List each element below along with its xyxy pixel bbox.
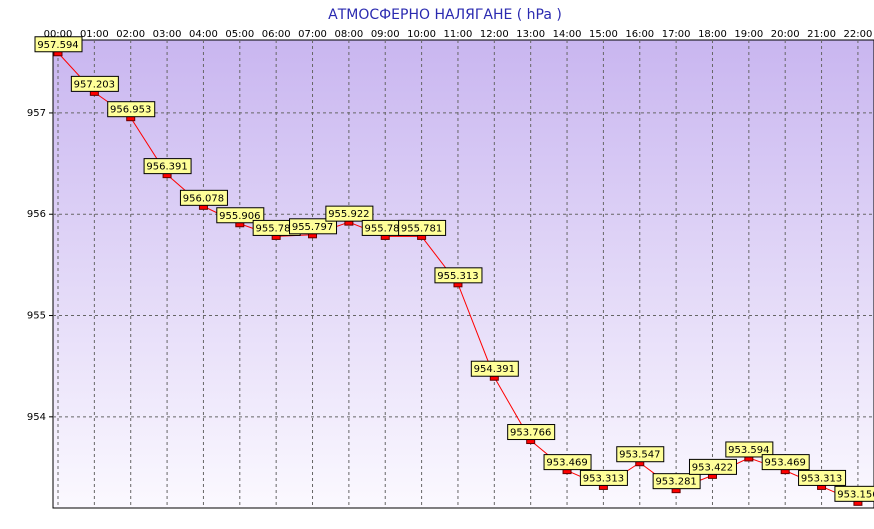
x-tick-label: 11:00 <box>444 29 473 40</box>
x-tick-label: 10:00 <box>407 29 436 40</box>
x-tick-label: 17:00 <box>662 29 691 40</box>
value-label: 955.906 <box>219 211 260 222</box>
value-label: 955.797 <box>292 222 333 233</box>
value-label: 953.422 <box>692 462 733 473</box>
x-tick-label: 08:00 <box>334 29 363 40</box>
x-tick-label: 22:00 <box>844 29 873 40</box>
value-label-box <box>470 360 519 377</box>
x-tick-label: 14:00 <box>553 29 582 40</box>
value-label: 955.781 <box>255 223 296 234</box>
value-label-box <box>761 454 810 471</box>
x-tick-label: 12:00 <box>480 29 509 40</box>
value-label-box <box>70 75 119 92</box>
y-tick-label: 955 <box>27 311 46 322</box>
value-label: 956.391 <box>146 162 187 173</box>
value-label: 957.594 <box>37 40 78 51</box>
value-label-box <box>834 485 874 502</box>
value-label: 957.203 <box>74 79 115 90</box>
y-tick-label: 954 <box>27 412 46 423</box>
value-label: 953.766 <box>510 428 551 439</box>
y-tick-label: 957 <box>27 108 46 119</box>
y-tick-label: 956 <box>27 209 46 220</box>
value-label-box <box>434 267 483 284</box>
x-tick-label: 13:00 <box>516 29 545 40</box>
value-label: 956.953 <box>110 105 151 116</box>
x-tick-label: 03:00 <box>153 29 182 40</box>
value-label-box <box>507 424 556 441</box>
value-label: 955.922 <box>328 209 369 220</box>
value-label: 953.469 <box>546 458 587 469</box>
x-tick-label: 20:00 <box>771 29 800 40</box>
x-tick-label: 06:00 <box>262 29 291 40</box>
x-tick-label: 01:00 <box>80 29 109 40</box>
value-label-box <box>725 441 774 458</box>
value-label-box <box>543 454 592 471</box>
x-tick-label: 16:00 <box>625 29 654 40</box>
x-tick-label: 18:00 <box>698 29 727 40</box>
value-label-box <box>289 218 338 235</box>
chart-title: АТМОСФЕРНО НАЛЯГАНЕ ( hPa ) <box>328 7 562 23</box>
value-label: 956.078 <box>183 193 224 204</box>
value-label: 955.313 <box>437 271 478 282</box>
value-label: 953.469 <box>765 458 806 469</box>
value-label: 953.547 <box>619 450 660 461</box>
value-label-box <box>688 458 737 475</box>
value-label: 953.313 <box>801 473 842 484</box>
value-label-box <box>616 446 665 463</box>
value-label: 953.281 <box>655 477 696 488</box>
x-tick-label: 04:00 <box>189 29 218 40</box>
value-label-box <box>143 158 192 175</box>
value-label-box <box>34 36 83 53</box>
x-tick-label: 05:00 <box>225 29 254 40</box>
value-label-box <box>652 473 701 490</box>
x-tick-label: 07:00 <box>298 29 327 40</box>
value-label-box <box>107 101 156 118</box>
x-tick-label: 15:00 <box>589 29 618 40</box>
x-tick-label: 02:00 <box>116 29 145 40</box>
value-label-box <box>398 219 447 236</box>
value-label: 953.313 <box>583 473 624 484</box>
x-tick-label: 09:00 <box>371 29 400 40</box>
x-tick-label: 21:00 <box>807 29 836 40</box>
value-label: 955.781 <box>401 223 442 234</box>
value-label-box <box>798 469 847 486</box>
value-label: 953.594 <box>728 445 769 456</box>
value-label: 954.391 <box>474 364 515 375</box>
value-label-box <box>216 207 265 224</box>
value-label-box <box>579 469 628 486</box>
x-tick-label: 19:00 <box>734 29 763 40</box>
value-label: 953.156 <box>837 489 874 500</box>
value-label: 955.781 <box>365 223 406 234</box>
value-label-box <box>325 205 374 222</box>
value-label-box <box>179 189 228 206</box>
x-tick-label: 00:00 <box>44 29 73 40</box>
